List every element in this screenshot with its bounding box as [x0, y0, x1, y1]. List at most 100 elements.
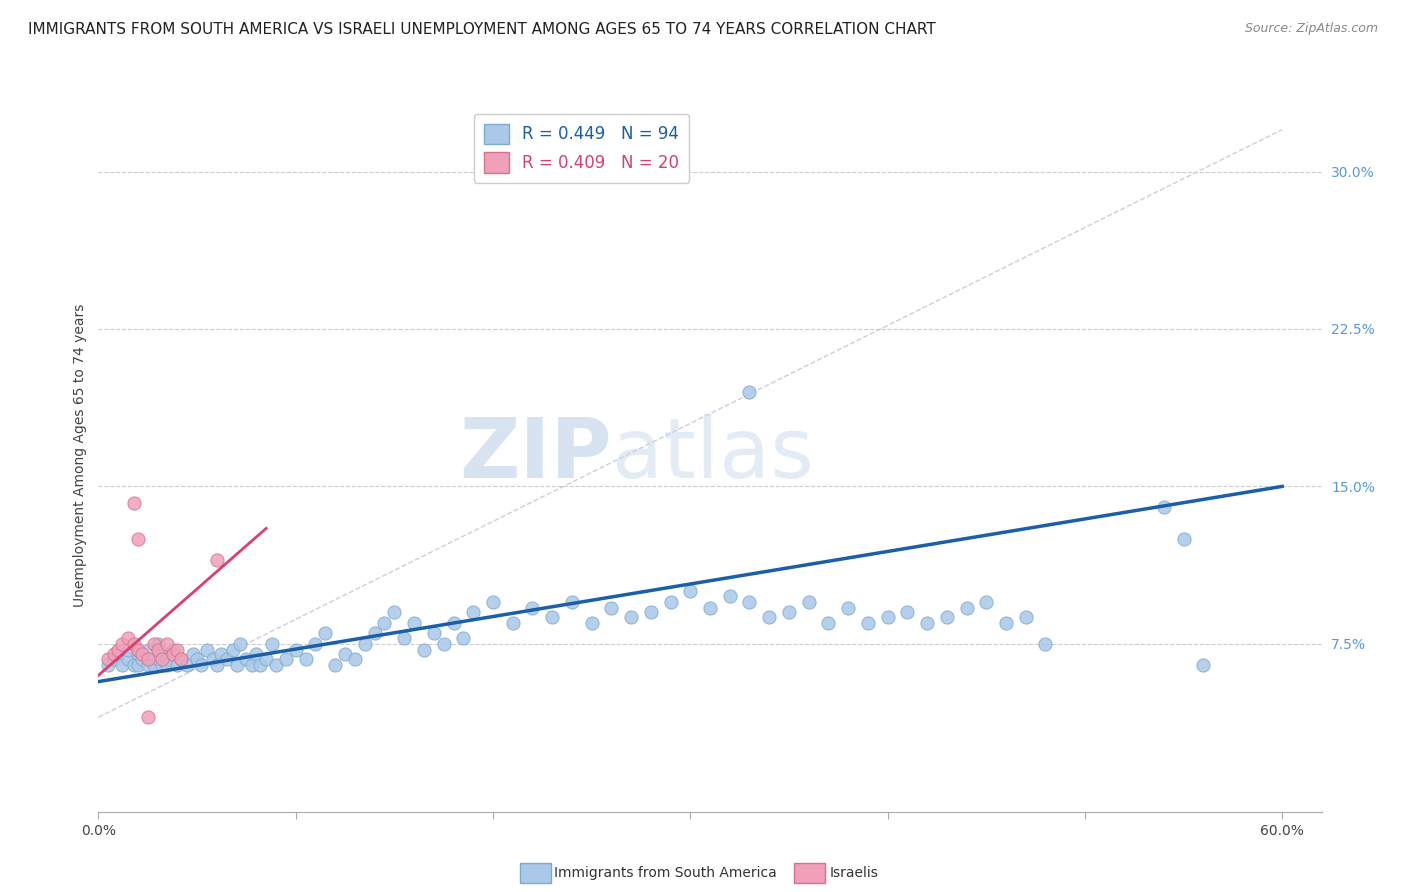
Text: IMMIGRANTS FROM SOUTH AMERICA VS ISRAELI UNEMPLOYMENT AMONG AGES 65 TO 74 YEARS : IMMIGRANTS FROM SOUTH AMERICA VS ISRAELI… — [28, 22, 936, 37]
Point — [205, 657, 228, 672]
Point — [758, 609, 780, 624]
Point — [195, 643, 218, 657]
Point — [162, 648, 184, 662]
Point — [640, 605, 662, 619]
Point — [146, 643, 169, 657]
Point — [245, 648, 267, 662]
Point — [254, 651, 277, 665]
Point — [209, 648, 232, 662]
Point — [413, 643, 436, 657]
Point — [127, 643, 149, 657]
Text: Israelis: Israelis — [830, 866, 879, 880]
Point — [1015, 609, 1038, 624]
Point — [166, 657, 188, 672]
Point — [215, 651, 238, 665]
Point — [176, 657, 198, 672]
Text: Immigrants from South America: Immigrants from South America — [554, 866, 776, 880]
Point — [935, 609, 957, 624]
Point — [166, 643, 188, 657]
Point — [896, 605, 918, 619]
Point — [343, 651, 366, 665]
Point — [156, 637, 179, 651]
Point — [170, 651, 193, 665]
Point — [186, 651, 208, 665]
Point — [229, 637, 252, 651]
Point — [482, 595, 505, 609]
Point — [142, 637, 165, 651]
Point — [117, 631, 139, 645]
Point — [679, 584, 702, 599]
Point — [541, 609, 564, 624]
Point — [404, 615, 426, 630]
Point — [915, 615, 938, 630]
Text: atlas: atlas — [612, 415, 814, 495]
Point — [620, 609, 643, 624]
Point — [581, 615, 603, 630]
Point — [156, 651, 179, 665]
Point — [718, 589, 741, 603]
Point — [738, 595, 761, 609]
Point — [304, 637, 326, 651]
Point — [699, 601, 721, 615]
Text: ZIP: ZIP — [460, 415, 612, 495]
Point — [600, 601, 623, 615]
Point — [373, 615, 395, 630]
Point — [443, 615, 465, 630]
Point — [314, 626, 336, 640]
Point — [363, 626, 385, 640]
Point — [659, 595, 682, 609]
Point — [522, 601, 544, 615]
Point — [994, 615, 1017, 630]
Point — [205, 553, 228, 567]
Text: Source: ZipAtlas.com: Source: ZipAtlas.com — [1244, 22, 1378, 36]
Point — [353, 637, 375, 651]
Point — [974, 595, 997, 609]
Point — [146, 637, 169, 651]
Point — [294, 651, 316, 665]
Point — [111, 637, 134, 651]
Point — [201, 651, 224, 665]
Point — [152, 648, 174, 662]
Point — [738, 384, 761, 399]
Point — [274, 651, 297, 665]
Point — [797, 595, 820, 609]
Point — [423, 626, 446, 640]
Point — [240, 657, 263, 672]
Point — [323, 657, 346, 672]
Point — [856, 615, 879, 630]
Point — [1035, 637, 1057, 651]
Point — [117, 643, 139, 657]
Point — [111, 657, 134, 672]
Point — [162, 643, 184, 657]
Point — [127, 657, 149, 672]
Point — [107, 643, 129, 657]
Point — [1173, 532, 1195, 546]
Y-axis label: Unemployment Among Ages 65 to 74 years: Unemployment Among Ages 65 to 74 years — [73, 303, 87, 607]
Point — [561, 595, 583, 609]
Point — [502, 615, 524, 630]
Point — [817, 615, 839, 630]
Point — [150, 657, 173, 672]
Point — [136, 657, 159, 672]
Point — [156, 657, 179, 672]
Point — [284, 643, 307, 657]
Point — [249, 657, 271, 672]
Point — [127, 648, 149, 662]
Point — [778, 605, 800, 619]
Point — [453, 631, 475, 645]
Point — [122, 496, 145, 510]
Point — [876, 609, 898, 624]
Point — [127, 532, 149, 546]
Point — [955, 601, 977, 615]
Point — [190, 657, 212, 672]
Point — [463, 605, 485, 619]
Point — [97, 657, 120, 672]
Point — [382, 605, 405, 619]
Point — [107, 648, 129, 662]
Point — [131, 651, 153, 665]
Point — [117, 651, 139, 665]
Legend: R = 0.449   N = 94, R = 0.409   N = 20: R = 0.449 N = 94, R = 0.409 N = 20 — [474, 113, 689, 183]
Point — [235, 651, 257, 665]
Point — [225, 657, 247, 672]
Point — [103, 648, 125, 662]
